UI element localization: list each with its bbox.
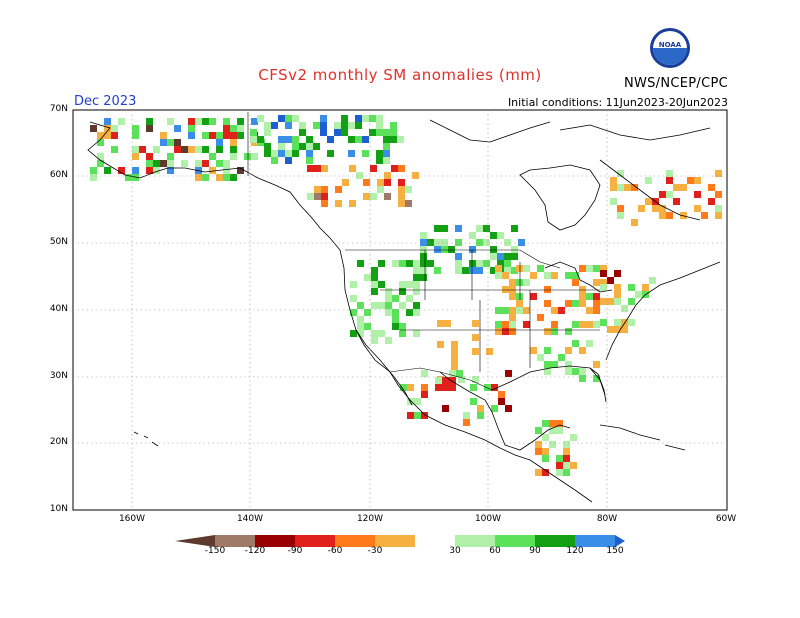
colorbar-label: -120 bbox=[244, 546, 266, 556]
colorbar-label: 150 bbox=[606, 546, 624, 556]
longitude-label: 100W bbox=[474, 514, 502, 524]
latitude-label: 10N bbox=[49, 504, 68, 514]
valid-month: Dec 2023 bbox=[74, 94, 137, 109]
latitude-label: 20N bbox=[49, 437, 68, 447]
colorbar-segment bbox=[535, 535, 575, 547]
latitude-label: 60N bbox=[49, 170, 68, 180]
colorbar-label: 30 bbox=[449, 546, 461, 556]
colorbar-upper-arrow bbox=[615, 535, 625, 547]
colorbar-label: -60 bbox=[327, 546, 343, 556]
latitude-label: 30N bbox=[49, 371, 68, 381]
colorbar-label: -30 bbox=[367, 546, 383, 556]
svg-text:NOAA: NOAA bbox=[659, 41, 682, 49]
colorbar-segment bbox=[295, 535, 335, 547]
colorbar-segment bbox=[255, 535, 295, 547]
colorbar-lower-arrow bbox=[175, 535, 215, 547]
colorbar-label: 120 bbox=[566, 546, 584, 556]
graticule bbox=[73, 110, 727, 510]
colorbar-label: -150 bbox=[204, 546, 226, 556]
longitude-label: 160W bbox=[118, 514, 146, 524]
map-title: CFSv2 monthly SM anomalies (mm) bbox=[258, 66, 542, 84]
latitude-label: 40N bbox=[49, 304, 68, 314]
colorbar-segment bbox=[335, 535, 375, 547]
latitude-label: 50N bbox=[49, 237, 68, 247]
colorbar bbox=[175, 535, 625, 547]
colorbar-label: 60 bbox=[489, 546, 501, 556]
colorbar-segment bbox=[415, 535, 455, 547]
colorbar-segment bbox=[375, 535, 415, 547]
colorbar-segment bbox=[575, 535, 615, 547]
colorbar-label: -90 bbox=[287, 546, 303, 556]
colorbar-segment bbox=[495, 535, 535, 547]
longitude-label: 80W bbox=[596, 514, 618, 524]
longitude-label: 60W bbox=[715, 514, 737, 524]
coastlines bbox=[87, 119, 721, 503]
colorbar-segment bbox=[215, 535, 255, 547]
anomaly-cells bbox=[90, 115, 722, 476]
initial-conditions: Initial conditions: 11Jun2023-20Jun2023 bbox=[507, 96, 728, 109]
colorbar-segment bbox=[455, 535, 495, 547]
longitude-label: 140W bbox=[236, 514, 264, 524]
colorbar-label: 90 bbox=[529, 546, 541, 556]
borders bbox=[247, 112, 600, 391]
agency-credit: NWS/NCEP/CPC bbox=[623, 76, 728, 91]
latitude-label: 70N bbox=[49, 104, 68, 114]
longitude-label: 120W bbox=[356, 514, 384, 524]
noaa-logo: NOAA bbox=[650, 28, 690, 68]
